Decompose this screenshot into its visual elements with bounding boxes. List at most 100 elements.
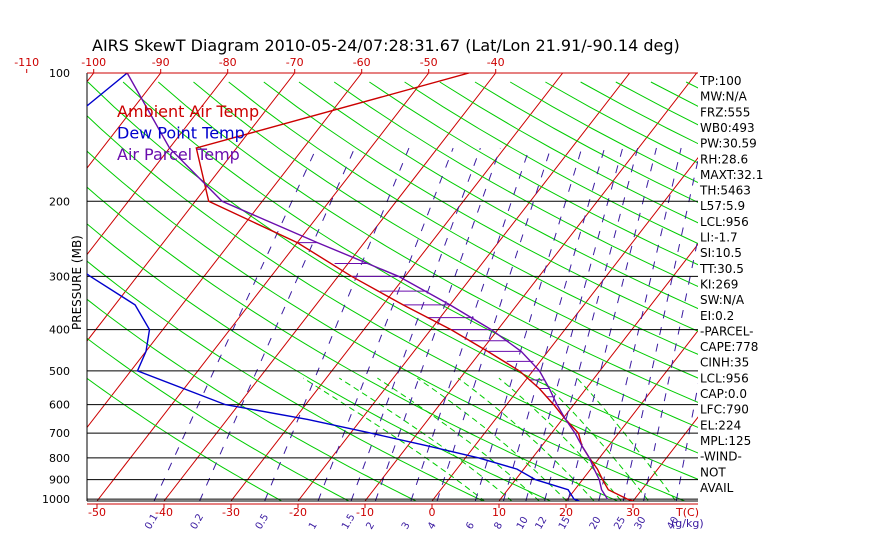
dry-adiabat-line bbox=[792, 82, 870, 508]
index-label: LCL:956 bbox=[700, 371, 749, 385]
index-label: MAXT:32.1 bbox=[700, 168, 763, 182]
mixing-ratio-line bbox=[350, 147, 481, 501]
dew-point-temp-profile bbox=[87, 73, 580, 501]
dry-adiabat-line bbox=[87, 337, 350, 501]
y-axis-label: PRESSURE (MB) bbox=[70, 235, 84, 330]
mixing-ratio-label: 0.5 bbox=[254, 512, 271, 531]
bottom-temp-tick-label: 0 bbox=[429, 506, 436, 519]
top-temp-tick-label: -110 bbox=[14, 56, 39, 69]
mixing-ratio-label: 3 bbox=[400, 520, 413, 531]
mixing-ratio-label: 10 bbox=[515, 515, 531, 532]
legend-entry: Ambient Air Temp bbox=[117, 102, 259, 121]
mixing-ratio-label: 8 bbox=[492, 520, 505, 531]
mixing-ratio-line bbox=[199, 147, 356, 501]
pressure-tick-label: 100 bbox=[49, 67, 70, 80]
isotherm-line bbox=[498, 243, 698, 501]
dry-adiabat-line bbox=[827, 82, 870, 508]
legend-entry: Dew Point Temp bbox=[117, 124, 245, 143]
bottom-temp-tick-label: -20 bbox=[289, 506, 307, 519]
isotherm-line bbox=[87, 73, 162, 169]
dry-adiabat-line bbox=[87, 186, 619, 501]
moist-adiabat-line bbox=[457, 377, 595, 501]
index-label: TT:30.5 bbox=[699, 262, 744, 276]
bottom-temp-tick-label: -50 bbox=[88, 506, 106, 519]
isotherm-line bbox=[87, 73, 363, 429]
mixing-ratio-label: 6 bbox=[464, 520, 477, 531]
index-label: NOT bbox=[700, 465, 726, 479]
index-label: LI:-1.7 bbox=[700, 231, 738, 245]
bottom-unit-label: T(C) bbox=[675, 506, 699, 519]
top-temp-tick-label: -70 bbox=[286, 56, 304, 69]
mixing-ratio-label: 2 bbox=[364, 520, 377, 531]
index-label: AVAIL bbox=[700, 481, 734, 495]
mixing-ratio-label: 1.5 bbox=[340, 512, 357, 531]
isotherm-line bbox=[96, 73, 430, 501]
dry-adiabat-line bbox=[474, 81, 698, 203]
bottom-temp-tick-label: -10 bbox=[356, 506, 374, 519]
isotherm-line bbox=[0, 73, 27, 501]
isotherm-line bbox=[565, 329, 698, 501]
dry-adiabat-line bbox=[87, 377, 283, 501]
dry-adiabat-line bbox=[333, 81, 698, 287]
pressure-tick-label: 900 bbox=[49, 474, 70, 487]
index-label: CAP:0.0 bbox=[700, 387, 747, 401]
moist-adiabat-line bbox=[303, 377, 486, 501]
isotherm-line bbox=[163, 73, 497, 501]
top-temp-tick-label: -100 bbox=[81, 56, 106, 69]
chart-title: AIRS SkewT Diagram 2010-05-24/07:28:31.6… bbox=[92, 36, 680, 55]
dry-adiabat-line bbox=[650, 81, 698, 107]
mixing-ratio-label: 1 bbox=[307, 520, 320, 531]
pressure-tick-label: 800 bbox=[49, 452, 70, 465]
index-label: L57:5.9 bbox=[700, 199, 745, 213]
top-temp-tick-label: -40 bbox=[487, 56, 505, 69]
mixing-ratio-line bbox=[374, 147, 501, 501]
index-label: FRZ:555 bbox=[700, 105, 750, 119]
index-label: -WIND- bbox=[700, 450, 742, 464]
moist-adiabat-line bbox=[417, 377, 568, 501]
dry-adiabat-line bbox=[228, 81, 698, 355]
ambient-air-temp-profile bbox=[195, 73, 634, 501]
isotherm-line bbox=[632, 416, 698, 501]
moist-adiabat-line bbox=[576, 377, 677, 501]
mixing-ratio-line bbox=[153, 147, 317, 501]
top-temp-tick-label: -80 bbox=[219, 56, 237, 69]
dry-adiabat-line bbox=[122, 81, 698, 428]
dry-adiabat-line bbox=[87, 223, 552, 501]
index-label: EI:0.2 bbox=[700, 309, 734, 323]
dry-adiabat-line bbox=[757, 82, 870, 508]
isotherm-line bbox=[230, 73, 564, 501]
isotherm-line bbox=[87, 73, 296, 342]
index-label: PW:30.59 bbox=[700, 137, 757, 151]
bottom-temp-tick-label: 10 bbox=[492, 506, 506, 519]
index-label: EL:224 bbox=[700, 418, 741, 432]
bottom-temp-tick-label: 20 bbox=[559, 506, 573, 519]
top-temp-tick-label: -50 bbox=[420, 56, 438, 69]
index-label: CAPE:778 bbox=[700, 340, 758, 354]
pressure-tick-label: 700 bbox=[49, 427, 70, 440]
dry-adiabat-line bbox=[862, 82, 870, 508]
bottom-temp-tick-label: -40 bbox=[155, 506, 173, 519]
moist-adiabat-line bbox=[377, 377, 541, 501]
mixing-ratio-line bbox=[436, 147, 552, 501]
mixing-ratio-line bbox=[317, 147, 454, 501]
index-label: TP:100 bbox=[699, 74, 742, 88]
mixing-ratio-label: 0.2 bbox=[189, 512, 206, 531]
index-label: -PARCEL- bbox=[700, 324, 754, 338]
index-label: KI:269 bbox=[700, 277, 738, 291]
isotherm-line bbox=[87, 73, 229, 256]
dry-adiabat-line bbox=[87, 260, 485, 501]
dry-adiabat-line bbox=[87, 298, 418, 501]
top-temp-tick-label: -90 bbox=[152, 56, 170, 69]
index-label: MW:N/A bbox=[700, 90, 748, 104]
index-label: WB0:493 bbox=[700, 121, 755, 135]
moist-adiabat-line bbox=[339, 377, 513, 501]
index-label: LCL:956 bbox=[700, 215, 749, 229]
isotherm-line bbox=[364, 73, 698, 501]
dry-adiabat-line bbox=[157, 81, 698, 403]
mixing-ratio-line bbox=[474, 147, 583, 501]
index-label: LFC:790 bbox=[700, 403, 749, 417]
bottom-temp-tick-label: -30 bbox=[222, 506, 240, 519]
mixing-ratio-line bbox=[410, 147, 530, 501]
pressure-tick-label: 300 bbox=[49, 270, 70, 283]
dry-adiabat-line bbox=[263, 81, 698, 332]
